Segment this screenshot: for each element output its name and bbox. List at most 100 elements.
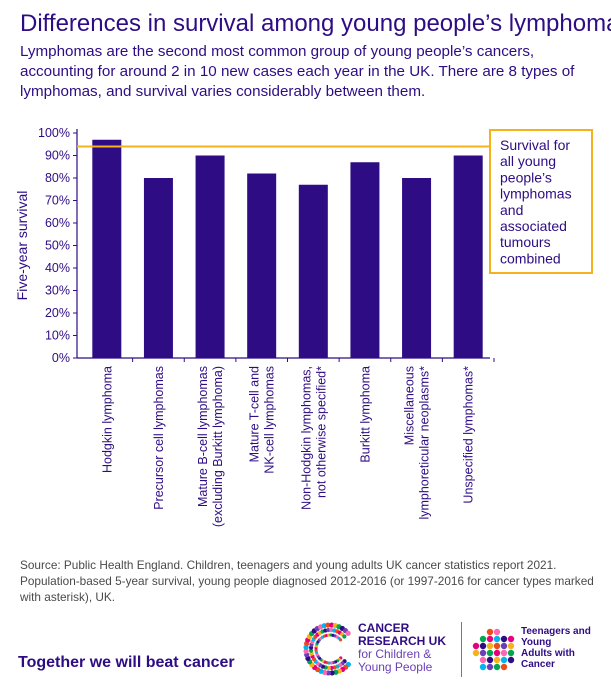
x-tick-label-line: Burkitt lymphoma: [358, 366, 372, 463]
x-tick-label-line: Precursor cell lymphomas: [152, 366, 166, 510]
logo-dot: [500, 663, 508, 671]
logo-dot: [479, 663, 487, 671]
tyac-line-3: Adults with: [521, 648, 575, 659]
logo-dot: [486, 635, 494, 643]
logo-dot: [493, 635, 501, 643]
reference-callout-box: [489, 129, 593, 274]
bar-chart: 0% 10% 20% 30% 40% 50% 60% 70% 80% 90% 100% Five-ye…: [14, 126, 593, 527]
x-tick-label: Mature B-cell lymphomas (excluding Burkit…: [196, 366, 225, 527]
logo-dot: [314, 648, 318, 652]
logo-dot: [500, 649, 508, 657]
tyac-line-1: Teenagers and: [521, 626, 591, 637]
bar: [453, 155, 483, 358]
x-tick-label-line: Non-Hodgkin lymphomas,: [299, 366, 313, 510]
chart-title: Differences in survival among young peop…: [20, 10, 611, 37]
bar: [92, 139, 122, 358]
logo-dot: [329, 670, 335, 676]
logo-dot: [507, 642, 515, 650]
tagline: Together we will beat cancer: [18, 654, 235, 671]
reference-label-line: Survival for: [500, 137, 570, 153]
x-tick-label-line: not otherwise specified*: [314, 366, 328, 498]
logo-dot: [486, 663, 494, 671]
chart-subtitle: Lymphomas are the second most common gro…: [20, 43, 575, 100]
bar: [350, 162, 380, 358]
y-tick-label: 70%: [45, 194, 70, 208]
logo-dot: [486, 642, 494, 650]
logo-dot: [329, 661, 333, 665]
x-tick-label: Mature T-cell and NK-cell lymphomas: [248, 366, 277, 474]
x-tick-label-line: (excluding Burkitt lymphoma): [211, 366, 225, 527]
logo-dot: [500, 656, 508, 664]
logo-dot: [325, 622, 331, 628]
cruk-line-1: CANCER: [358, 621, 410, 635]
x-tick-label-line: NK-cell lymphomas: [263, 366, 277, 474]
cruk-line-3: for Children &: [358, 647, 432, 661]
x-tick-label-line: Unspecified lymphomas*: [462, 366, 476, 504]
logo-dot: [308, 648, 314, 653]
y-tick-label: 60%: [45, 216, 70, 230]
x-tick-label: Unspecified lymphomas*: [462, 366, 476, 504]
logo-dot: [338, 638, 343, 642]
reference-label-line: lymphomas: [500, 186, 572, 202]
bar: [298, 184, 328, 358]
tyac-line-2: Young: [521, 637, 552, 648]
x-tick-label: Burkitt lymphoma: [358, 366, 372, 463]
y-tick-label: 30%: [45, 284, 70, 298]
source-note: Source: Public Health England. Children,…: [20, 558, 594, 604]
logo-dot: [479, 656, 487, 664]
tyac-line-4: Cancer: [521, 659, 555, 670]
x-tick-label-line: Hodgkin lymphoma: [100, 366, 114, 473]
logo-dot: [342, 634, 347, 639]
x-tick-label-line: Miscellaneous: [403, 366, 417, 445]
logo-dot: [479, 635, 487, 643]
y-tick-label: 10%: [45, 329, 70, 343]
cruk-logo-text: CANCER RESEARCH UK for Children & Young …: [358, 622, 446, 674]
x-tick-label-line: lymphoreticular neoplasms*: [418, 366, 432, 520]
bar: [195, 155, 225, 358]
logo-divider: [461, 622, 462, 677]
logo-dot: [345, 630, 351, 636]
y-tick-label: 0%: [52, 351, 70, 365]
x-tick-label-line: Mature T-cell and: [248, 366, 262, 462]
y-tick-label: 40%: [45, 261, 70, 275]
x-tick-label: Non-Hodgkin lymphomas, not otherwise spec…: [299, 366, 328, 510]
y-tick-label: 100%: [38, 126, 70, 140]
reference-label-line: and: [500, 202, 523, 218]
logo-dot: [486, 649, 494, 657]
reference-label-line: combined: [500, 250, 561, 266]
cruk-logo-icon: [303, 622, 351, 676]
logo-dot: [326, 627, 331, 633]
logo-dot: [507, 649, 515, 657]
reference-label-line: all young: [500, 153, 556, 169]
y-axis-label: Five-year survival: [14, 191, 30, 301]
logo-dot: [479, 642, 487, 650]
cruk-line-2: RESEARCH UK: [358, 634, 447, 648]
y-tick-label: 80%: [45, 171, 70, 185]
logo-dot: [493, 649, 501, 657]
bar: [143, 178, 173, 358]
bar: [247, 173, 277, 358]
x-tick-label: Miscellaneous lymphoreticular neoplasms*: [403, 366, 432, 520]
y-tick-label: 90%: [45, 149, 70, 163]
y-tick-label: 20%: [45, 306, 70, 320]
logo-dot: [500, 635, 508, 643]
logo-dot: [472, 649, 480, 657]
logo-dot: [507, 635, 515, 643]
logo-dot: [486, 656, 494, 664]
logo-dot: [303, 648, 309, 654]
x-tick-label: Precursor cell lymphomas: [152, 366, 166, 510]
tyac-logo-icon: [472, 628, 515, 671]
x-tick-label: Hodgkin lymphoma: [100, 366, 114, 473]
reference-label-line: associated: [500, 218, 567, 234]
reference-label-line: tumours: [500, 234, 551, 250]
cruk-line-4: Young People: [358, 660, 433, 674]
logo-dot: [479, 649, 487, 657]
logo-dot: [493, 642, 501, 650]
bar: [402, 178, 432, 358]
x-tick-label-line: Mature B-cell lymphomas: [196, 366, 210, 507]
logo-dot: [507, 656, 515, 664]
logo-dot: [486, 628, 494, 636]
logo-dot: [472, 642, 480, 650]
logo-dot: [493, 663, 501, 671]
tyac-logo-text: Teenagers and Young Adults with Cancer: [521, 626, 591, 670]
